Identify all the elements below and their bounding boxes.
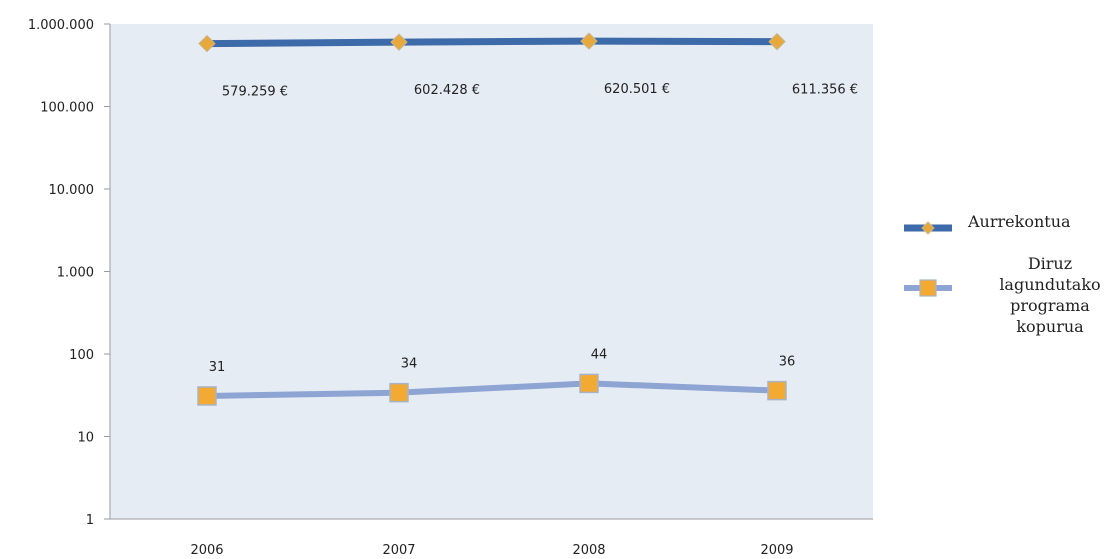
data-point-marker xyxy=(389,382,409,403)
y-axis: 1 10 100 1.000 10.000 100.000 1.000.000 xyxy=(28,18,111,528)
series-aurrekontua: 579.259 € 602.428 € 620.501 € 611.356 € xyxy=(198,32,858,100)
data-point-marker xyxy=(390,33,408,51)
legend-label-line: programa xyxy=(1010,296,1090,315)
data-point-marker xyxy=(197,386,217,406)
x-tick-label: 2008 xyxy=(572,543,605,558)
data-point-marker xyxy=(768,32,786,51)
plot-area xyxy=(110,24,873,519)
y-tick-label: 100.000 xyxy=(40,101,94,116)
y-tick-label: 1 xyxy=(86,513,94,528)
data-label: 34 xyxy=(401,357,418,372)
y-tick-label: 1.000.000 xyxy=(28,18,94,33)
data-label: 611.356 € xyxy=(792,83,858,98)
x-axis: 2006 2007 2008 2009 xyxy=(110,518,873,558)
legend-label-line: lagundutako xyxy=(999,275,1100,294)
data-point-marker xyxy=(579,373,599,394)
legend: Aurrekontua Diruz lagundutako programa kopur… xyxy=(904,212,1101,336)
data-label: 31 xyxy=(209,360,226,375)
legend-entry-programa-kopurua: Diruz lagundutako programa kopurua xyxy=(904,254,1101,336)
series-line xyxy=(204,380,780,399)
data-label: 36 xyxy=(779,355,796,370)
x-tick-label: 2007 xyxy=(382,543,415,558)
data-point-marker xyxy=(580,32,598,50)
legend-marker xyxy=(921,221,935,235)
y-tick-label: 100 xyxy=(69,348,94,363)
data-label: 620.501 € xyxy=(604,82,670,97)
series-programa-kopurua: 31 34 44 36 xyxy=(197,347,796,406)
data-label: 602.428 € xyxy=(414,83,480,98)
series-line xyxy=(203,37,781,48)
legend-entry-aurrekontua: Aurrekontua xyxy=(904,212,1071,235)
data-point-marker xyxy=(767,380,787,401)
x-tick-label: 2009 xyxy=(760,543,793,558)
y-tick-label: 1.000 xyxy=(57,266,94,281)
data-label: 579.259 € xyxy=(222,85,288,100)
data-label: 44 xyxy=(591,347,608,362)
x-tick-label: 2006 xyxy=(190,543,223,558)
y-tick-label: 10 xyxy=(77,431,94,446)
legend-label-line: kopurua xyxy=(1016,317,1084,336)
legend-label-line: Diruz xyxy=(1028,254,1072,273)
legend-marker xyxy=(919,279,937,297)
legend-label: Aurrekontua xyxy=(967,212,1071,231)
series-layer: 579.259 € 602.428 € 620.501 € 611.356 € 31 34… xyxy=(197,32,858,406)
data-point-marker xyxy=(198,34,216,53)
y-tick-label: 10.000 xyxy=(49,183,95,198)
